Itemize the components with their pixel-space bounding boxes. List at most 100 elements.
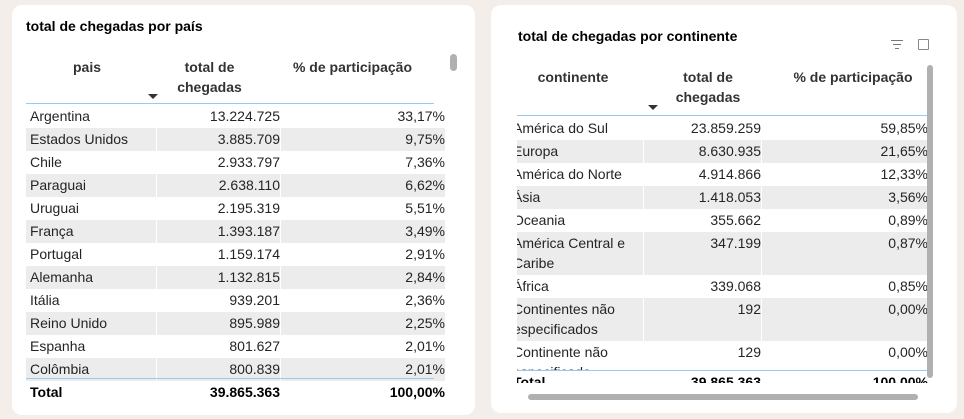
total-cell: 3.885.709 [156,128,280,151]
total-cell: 2.933.797 [217,154,280,170]
name-cell: Paraguai [30,177,87,193]
total-cell: 2.638.110 [156,174,280,197]
table-row[interactable]: América Central e Caribe 347.199 0,87% [517,232,928,275]
table-row[interactable]: Alemanha 1.132.815 2,84% [26,266,445,289]
visual-title: total de chegadas por continente [518,28,738,44]
table-row[interactable]: Chile 2.933.797 7,36% [26,151,445,174]
name-cell: Alemanha [30,269,94,285]
name-cell: Chile [30,154,62,170]
column-header-total[interactable]: total de chegadas [177,59,242,95]
name-cell: Reino Unido [30,315,108,331]
total-cell: 939.201 [229,292,280,308]
percent-cell: 7,36% [405,154,445,170]
name-cell: Itália [30,292,60,308]
name-cell: França [30,223,74,239]
table-row[interactable]: Itália 939.201 2,36% [26,289,445,312]
total-cell: 23.859.259 [690,120,761,136]
percent-cell: 2,01% [405,338,445,354]
column-header-percent[interactable]: % de participação [793,69,913,85]
name-cell: América Central e Caribe [517,235,626,271]
column-header-percent[interactable]: % de participação [292,59,413,75]
table-row[interactable]: Continentes não especificados 192 0,00% [517,298,928,341]
sort-descending-icon[interactable] [648,105,658,110]
table-row[interactable]: Uruguai 2.195.319 5,51% [26,197,445,220]
name-cell: Estados Unidos [30,131,129,147]
percent-cell: 0,89% [888,212,928,228]
percent-cell: 6,62% [280,174,445,197]
name-cell: Colômbia [30,361,90,377]
percent-cell: 2,25% [280,312,445,335]
name-cell: África [517,278,549,294]
percent-cell: 0,87% [761,232,928,275]
table-row[interactable]: América do Norte 4.914.866 12,33% [517,163,928,186]
percent-cell: 3,56% [761,186,928,209]
total-row[interactable]: Total 39.865.363 100,00% [517,371,928,383]
country-table-visual: total de chegadas por país pais total de… [12,5,475,415]
table-row[interactable]: Europa 8.630.935 21,65% [517,140,928,163]
continent-table-visual: total de chegadas por continente contine… [491,5,957,413]
total-cell: 192 [643,298,761,341]
total-cell: 895.989 [156,312,280,335]
percent-cell: 2,84% [280,266,445,289]
percent-cell: 3,49% [280,220,445,243]
name-cell: Espanha [30,338,86,354]
total-row[interactable]: Total 39.865.363 100,00% [26,381,445,404]
total-cell: 355.662 [710,212,761,228]
focus-mode-icon[interactable] [918,39,929,50]
horizontal-scrollbar[interactable] [528,394,918,400]
percent-cell: 2,01% [280,358,445,381]
sort-descending-icon[interactable] [148,94,158,99]
name-cell: Uruguai [30,200,80,216]
name-cell: América do Norte [517,166,622,182]
name-cell: América do Sul [517,120,608,136]
percent-cell: 100,00% [389,384,445,400]
column-header-continente[interactable]: continente [537,69,609,85]
name-cell: Oceania [517,212,566,228]
table-row[interactable]: Estados Unidos 3.885.709 9,75% [26,128,445,151]
table-row[interactable]: América do Sul 23.859.259 59,85% [517,117,928,140]
total-cell: 8.630.935 [643,140,761,163]
total-cell: 129 [737,344,761,360]
column-header-pais[interactable]: pais [72,59,101,75]
vertical-scrollbar[interactable] [450,54,457,71]
total-cell: 347.199 [643,232,761,275]
total-cell: 2.195.319 [217,200,280,216]
table-row[interactable]: Continente não especificado 129 0,00% [517,341,928,371]
total-cell: 1.132.815 [156,266,280,289]
percent-cell: 9,75% [280,128,445,151]
name-cell: Argentina [30,108,90,124]
table-row[interactable]: Portugal 1.159.174 2,91% [26,243,445,266]
percent-cell: 59,85% [880,120,928,136]
percent-cell: 2,91% [405,246,445,262]
table-row[interactable]: África 339.068 0,85% [517,275,928,298]
percent-cell: 33,17% [397,108,445,124]
percent-cell: 0,00% [888,344,928,360]
total-cell: 1.159.174 [217,246,280,262]
name-cell: Ásia [517,189,541,205]
name-cell: Continente não especificado [517,344,608,371]
visual-title: total de chegadas por país [26,18,203,34]
table-row[interactable]: França 1.393.187 3,49% [26,220,445,243]
table-row[interactable]: Argentina 13.224.725 33,17% [26,105,445,128]
name-cell: Europa [517,143,559,159]
vertical-scrollbar[interactable] [927,65,933,378]
filter-icon[interactable] [891,39,903,49]
percent-cell: 0,85% [888,278,928,294]
total-cell: 339.068 [710,278,761,294]
total-cell: 4.914.866 [698,166,761,182]
percent-cell: 0,00% [761,298,928,341]
total-cell: 39.865.363 [690,374,761,383]
table-row[interactable]: Colômbia 800.839 2,01% [26,358,445,381]
name-cell: Portugal [30,246,83,262]
total-cell: 800.839 [156,358,280,381]
table-row[interactable]: Reino Unido 895.989 2,25% [26,312,445,335]
name-cell: Continentes não especificados [517,301,615,337]
name-cell: Total [517,374,546,383]
table-row[interactable]: Paraguai 2.638.110 6,62% [26,174,445,197]
column-header-total[interactable]: total de chegadas [675,69,741,105]
table-row[interactable]: Espanha 801.627 2,01% [26,335,445,358]
table-row[interactable]: Oceania 355.662 0,89% [517,209,928,232]
name-cell: Total [30,384,63,400]
total-cell: 1.393.187 [156,220,280,243]
table-row[interactable]: Ásia 1.418.053 3,56% [517,186,928,209]
